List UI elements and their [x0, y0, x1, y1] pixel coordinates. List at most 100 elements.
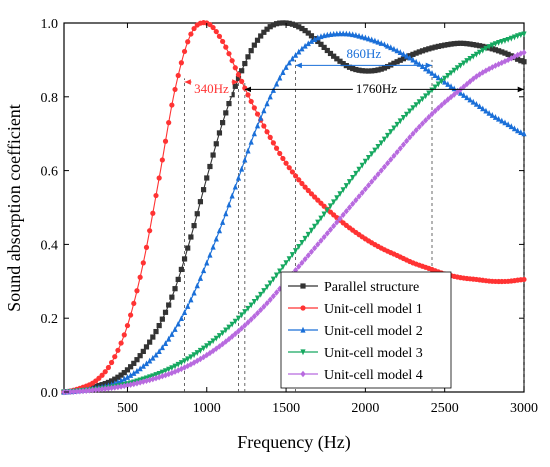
data-point: [410, 105, 416, 112]
data-point: [369, 36, 375, 43]
data-point: [258, 33, 264, 39]
data-point: [181, 358, 188, 365]
data-point: [429, 110, 435, 118]
data-point: [197, 347, 204, 354]
data-point: [308, 248, 315, 255]
annotation-label: 860Hz: [346, 46, 381, 61]
data-point: [178, 266, 184, 273]
data-point: [280, 155, 286, 162]
legend-label: Unit-cell model 1: [324, 302, 423, 317]
data-point: [476, 43, 483, 49]
data-point: [220, 219, 226, 225]
data-point: [397, 57, 403, 63]
data-point: [378, 167, 384, 174]
data-point: [473, 42, 480, 48]
data-point: [169, 102, 175, 108]
data-point: [423, 117, 429, 124]
data-point: [248, 302, 254, 309]
data-point: [292, 173, 299, 179]
data-point: [292, 51, 299, 58]
data-point: [499, 49, 505, 55]
data-point: [264, 100, 270, 107]
data-point: [451, 67, 457, 74]
data-point: [93, 386, 99, 393]
data-point: [315, 38, 321, 45]
data-point: [423, 47, 429, 53]
data-point: [343, 207, 349, 215]
data-point: [508, 35, 514, 42]
data-point: [213, 141, 219, 147]
data-point: [229, 58, 235, 64]
data-point: [410, 130, 416, 137]
data-point: [461, 60, 467, 67]
data-point: [86, 387, 92, 394]
data-point: [321, 44, 327, 50]
data-point: [324, 47, 330, 54]
data-point: [140, 362, 146, 369]
data-point: [365, 182, 372, 189]
data-point: [251, 130, 257, 137]
data-point: [232, 65, 238, 71]
data-point: [492, 114, 499, 120]
data-point: [118, 372, 124, 378]
data-point: [264, 284, 270, 291]
data-point: [356, 67, 362, 73]
data-point: [150, 354, 156, 361]
data-point: [404, 137, 410, 145]
data-point: [515, 56, 521, 62]
data-point: [229, 333, 235, 340]
data-point: [235, 72, 242, 78]
data-point: [419, 120, 426, 127]
data-point: [102, 369, 108, 375]
data-point: [99, 372, 105, 378]
data-point: [305, 231, 311, 238]
data-point: [128, 312, 134, 318]
data-point: [400, 141, 407, 148]
data-point: [286, 20, 292, 26]
data-point: [362, 158, 368, 165]
data-point: [312, 244, 318, 252]
data-point: [251, 42, 257, 48]
data-point: [159, 369, 165, 376]
data-point: [220, 38, 226, 45]
data-point: [147, 357, 153, 364]
data-point: [508, 55, 514, 62]
data-point: [429, 69, 435, 76]
data-point: [372, 147, 378, 154]
data-point: [369, 68, 375, 74]
data-point: [362, 68, 368, 74]
data-point: [299, 180, 305, 187]
legend-marker: [300, 305, 306, 311]
data-point: [356, 32, 362, 39]
data-point: [232, 330, 238, 338]
data-point: [124, 374, 131, 380]
data-point: [270, 22, 276, 28]
data-point: [220, 120, 226, 126]
data-point: [378, 66, 384, 72]
data-point: [169, 294, 175, 300]
data-point: [226, 100, 232, 107]
data-point: [337, 58, 343, 64]
data-point: [451, 41, 457, 47]
data-point: [515, 127, 521, 134]
x-tick-label: 1500: [272, 401, 300, 416]
data-point: [245, 305, 251, 312]
data-point: [334, 56, 340, 62]
data-point: [473, 51, 480, 58]
data-point: [476, 49, 483, 56]
data-point: [200, 187, 207, 193]
data-point: [235, 75, 242, 81]
data-point: [273, 272, 280, 279]
data-point: [502, 119, 508, 126]
data-point: [318, 237, 324, 244]
data-point: [223, 44, 229, 50]
data-point: [153, 192, 159, 199]
data-point: [343, 30, 349, 37]
data-point: [515, 51, 521, 59]
data-point: [353, 196, 359, 204]
data-point: [220, 330, 226, 337]
data-point: [172, 286, 178, 292]
data-point: [346, 204, 353, 211]
